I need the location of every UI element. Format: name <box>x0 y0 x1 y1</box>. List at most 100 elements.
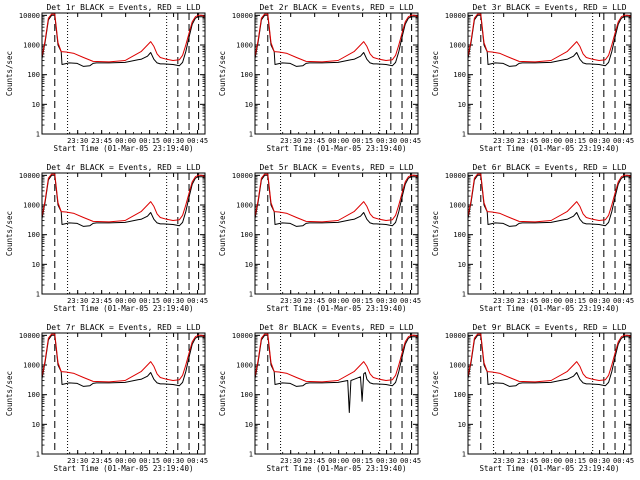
x-tick-label: 23:45 <box>91 457 112 465</box>
plot-frame <box>467 12 632 135</box>
y-tick-label: 10000 <box>232 172 253 180</box>
y-tick-label: 1000 <box>236 202 253 210</box>
x-axis-label: Start Time (01-Mar-05 23:19:40) <box>267 144 407 153</box>
y-tick-label: 10 <box>245 101 253 109</box>
x-tick-label: 23:30 <box>67 457 88 465</box>
panel-1: Det 1r BLACK = Events, RED = LLD 1 10 100 10… <box>5 3 208 153</box>
x-axis-label: Start Time (01-Mar-05 23:19:40) <box>267 304 407 313</box>
y-tick-label: 10 <box>458 421 466 429</box>
x-tick-label: 00:15 <box>565 297 586 305</box>
x-tick-label: 00:30 <box>163 297 184 305</box>
panel-title: Det 1r BLACK = Events, RED = LLD <box>46 3 200 12</box>
x-tick-label: 23:45 <box>517 457 538 465</box>
lld-series-line <box>42 173 205 223</box>
x-tick-label: 00:45 <box>187 297 208 305</box>
y-tick-label: 1 <box>249 131 253 139</box>
plot-frame <box>41 172 206 295</box>
x-tick-label: 00:00 <box>328 137 349 145</box>
plot-frame <box>41 332 206 455</box>
x-tick-label: 00:15 <box>565 457 586 465</box>
x-tick-label: 00:00 <box>541 297 562 305</box>
panel-8: Det 8r BLACK = Events, RED = LLD 1 10 100 10… <box>218 323 421 473</box>
panel-title: Det 5r BLACK = Events, RED = LLD <box>259 163 413 172</box>
x-tick-label: 23:30 <box>280 137 301 145</box>
x-tick-label: 00:00 <box>541 457 562 465</box>
y-axis-label: Counts/sec <box>218 211 227 256</box>
y-axis-label: Counts/sec <box>431 51 440 96</box>
x-tick-label: 00:30 <box>589 297 610 305</box>
panel-title: Det 7r BLACK = Events, RED = LLD <box>46 323 200 332</box>
y-tick-label: 10000 <box>19 332 40 340</box>
x-tick-label: 23:30 <box>280 297 301 305</box>
y-tick-label: 1 <box>249 291 253 299</box>
y-tick-label: 1000 <box>449 202 466 210</box>
panel-7: Det 7r BLACK = Events, RED = LLD 1 10 100 10… <box>5 323 208 473</box>
lld-series-line <box>468 13 631 63</box>
x-tick-label: 23:30 <box>67 297 88 305</box>
panel-title: Det 3r BLACK = Events, RED = LLD <box>472 3 626 12</box>
panel-title: Det 8r BLACK = Events, RED = LLD <box>259 323 413 332</box>
x-axis-label: Start Time (01-Mar-05 23:19:40) <box>54 304 194 313</box>
y-tick-label: 10 <box>32 101 40 109</box>
x-axis-label: Start Time (01-Mar-05 23:19:40) <box>54 464 194 473</box>
lld-series-line <box>468 173 631 223</box>
y-tick-label: 1000 <box>23 202 40 210</box>
y-tick-label: 1000 <box>449 42 466 50</box>
x-axis-label: Start Time (01-Mar-05 23:19:40) <box>480 304 620 313</box>
x-tick-label: 00:15 <box>139 137 160 145</box>
x-tick-label: 00:30 <box>376 137 397 145</box>
y-tick-label: 100 <box>27 391 40 399</box>
lld-series-line <box>42 333 205 383</box>
plot-frame <box>467 172 632 295</box>
panel-2: Det 2r BLACK = Events, RED = LLD 1 10 100 10… <box>218 3 421 153</box>
y-tick-label: 100 <box>240 391 253 399</box>
panel-title: Det 6r BLACK = Events, RED = LLD <box>472 163 626 172</box>
panel-3: Det 3r BLACK = Events, RED = LLD 1 10 100 10… <box>431 3 634 153</box>
y-tick-label: 1 <box>249 451 253 459</box>
x-tick-label: 00:45 <box>613 457 634 465</box>
plot-frame <box>467 332 632 455</box>
y-axis-label: Counts/sec <box>5 211 14 256</box>
y-axis-label: Counts/sec <box>218 51 227 96</box>
y-tick-label: 1 <box>36 451 40 459</box>
x-tick-label: 00:00 <box>328 297 349 305</box>
y-tick-label: 100 <box>453 391 466 399</box>
y-tick-label: 1000 <box>449 362 466 370</box>
y-axis-label: Counts/sec <box>431 371 440 416</box>
y-tick-label: 1000 <box>23 42 40 50</box>
y-axis-label: Counts/sec <box>218 371 227 416</box>
x-tick-label: 00:45 <box>400 137 421 145</box>
y-axis-label: Counts/sec <box>5 51 14 96</box>
x-tick-label: 23:45 <box>517 137 538 145</box>
y-tick-label: 100 <box>453 71 466 79</box>
panel-9: Det 9r BLACK = Events, RED = LLD 1 10 100 10… <box>431 323 634 473</box>
y-tick-label: 10000 <box>445 332 466 340</box>
plot-frame <box>254 172 419 295</box>
x-tick-label: 00:30 <box>376 297 397 305</box>
y-tick-label: 10000 <box>445 12 466 20</box>
y-tick-label: 100 <box>27 231 40 239</box>
y-tick-label: 10 <box>245 261 253 269</box>
x-axis-label: Start Time (01-Mar-05 23:19:40) <box>267 464 407 473</box>
x-tick-label: 00:45 <box>400 457 421 465</box>
x-tick-label: 23:45 <box>91 297 112 305</box>
y-tick-label: 10 <box>32 421 40 429</box>
y-tick-label: 100 <box>240 71 253 79</box>
x-tick-label: 00:30 <box>163 137 184 145</box>
y-tick-label: 100 <box>27 71 40 79</box>
panel-title: Det 4r BLACK = Events, RED = LLD <box>46 163 200 172</box>
x-tick-label: 00:45 <box>613 137 634 145</box>
x-tick-label: 23:45 <box>304 137 325 145</box>
x-tick-label: 23:45 <box>517 297 538 305</box>
panel-title: Det 9r BLACK = Events, RED = LLD <box>472 323 626 332</box>
x-tick-label: 00:45 <box>400 297 421 305</box>
lld-series-line <box>42 13 205 63</box>
y-tick-label: 1 <box>36 291 40 299</box>
x-tick-label: 23:30 <box>67 137 88 145</box>
x-tick-label: 00:00 <box>115 457 136 465</box>
y-axis-label: Counts/sec <box>5 371 14 416</box>
y-tick-label: 1 <box>462 291 466 299</box>
x-tick-label: 00:15 <box>352 137 373 145</box>
x-tick-label: 00:30 <box>376 457 397 465</box>
